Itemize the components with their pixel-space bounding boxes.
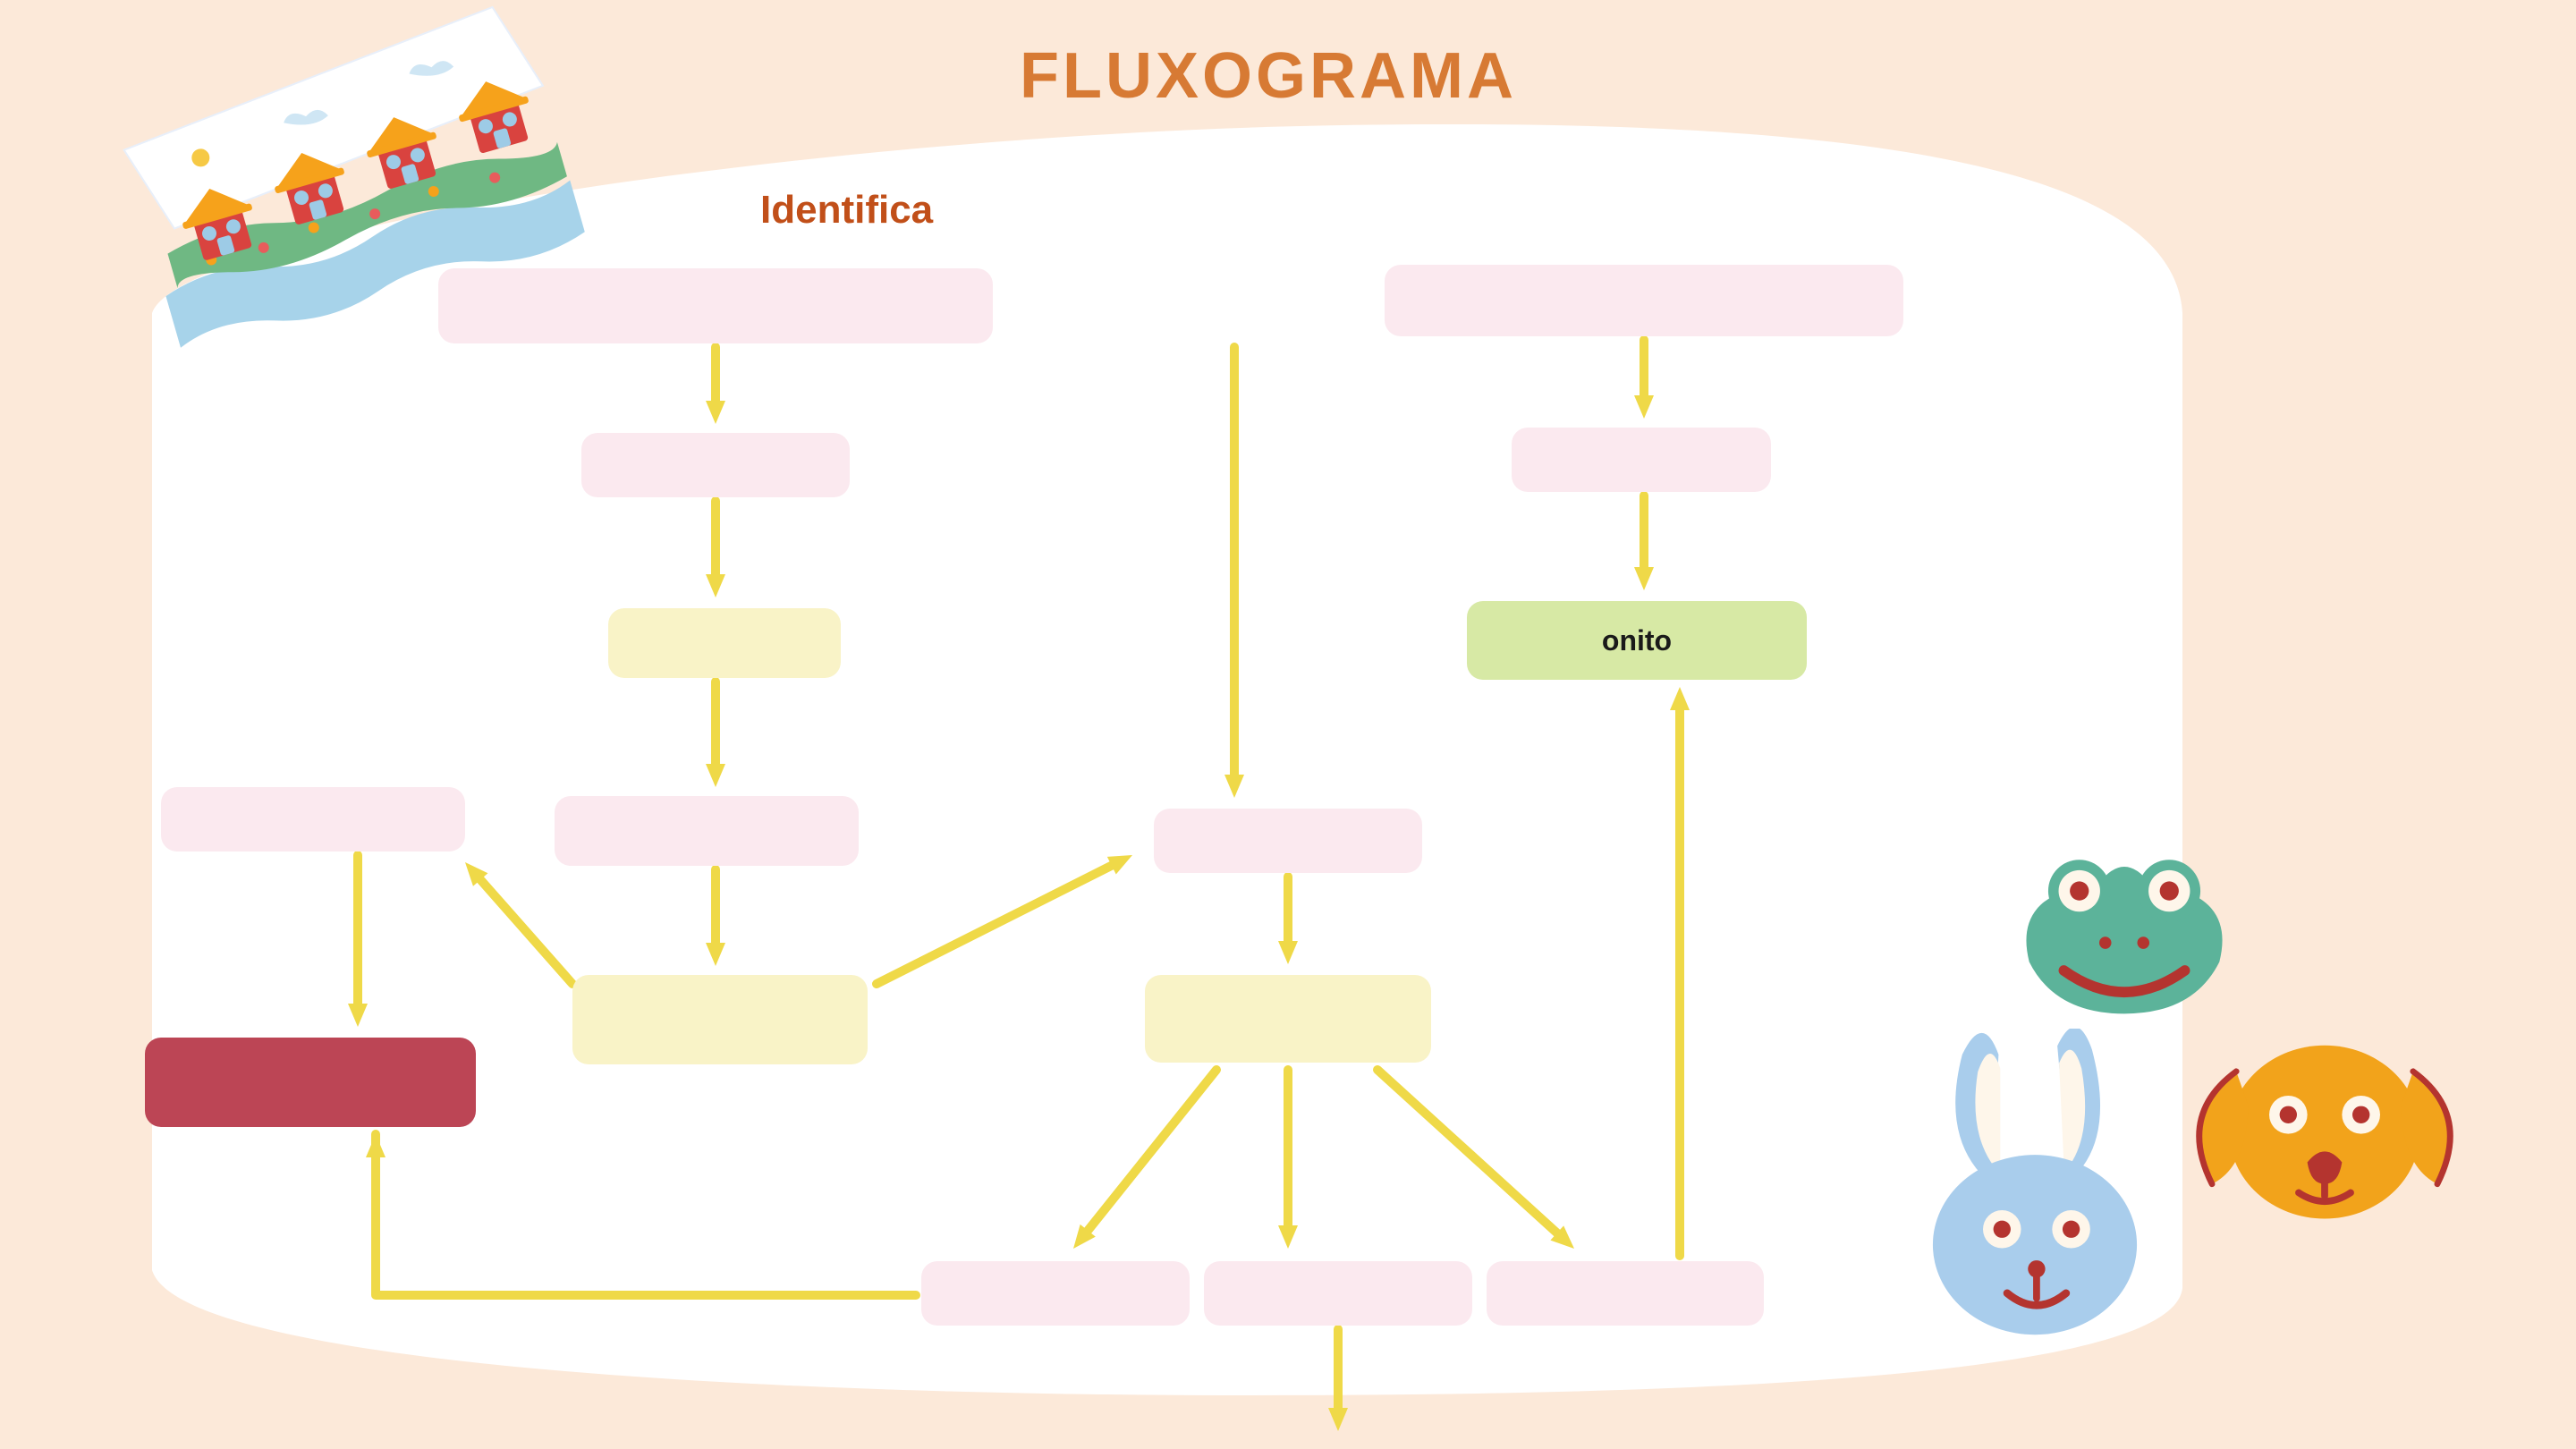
flow-node-n10: onito — [1467, 601, 1807, 680]
flow-node-n7 — [145, 1038, 476, 1127]
flow-node-n4 — [555, 796, 859, 866]
flow-node-n5 — [572, 975, 868, 1064]
flow-node-n9 — [1512, 428, 1771, 492]
section-subtitle: Identifica — [760, 188, 933, 233]
flow-node-n8 — [1385, 265, 1903, 336]
flow-node-n11 — [1154, 809, 1422, 873]
dog-illustration — [2186, 1011, 2463, 1236]
flow-node-n2 — [581, 433, 850, 497]
flow-node-n13 — [921, 1261, 1190, 1326]
page-title: FLUXOGRAMA — [1020, 39, 1517, 113]
flow-node-n3 — [608, 608, 841, 678]
flow-node-n15 — [1487, 1261, 1764, 1326]
flow-node-n6 — [161, 787, 465, 852]
flow-node-n12 — [1145, 975, 1431, 1063]
bunny-illustration — [1905, 1029, 2165, 1340]
flow-node-n14 — [1204, 1261, 1472, 1326]
frog-illustration — [1995, 841, 2254, 1031]
